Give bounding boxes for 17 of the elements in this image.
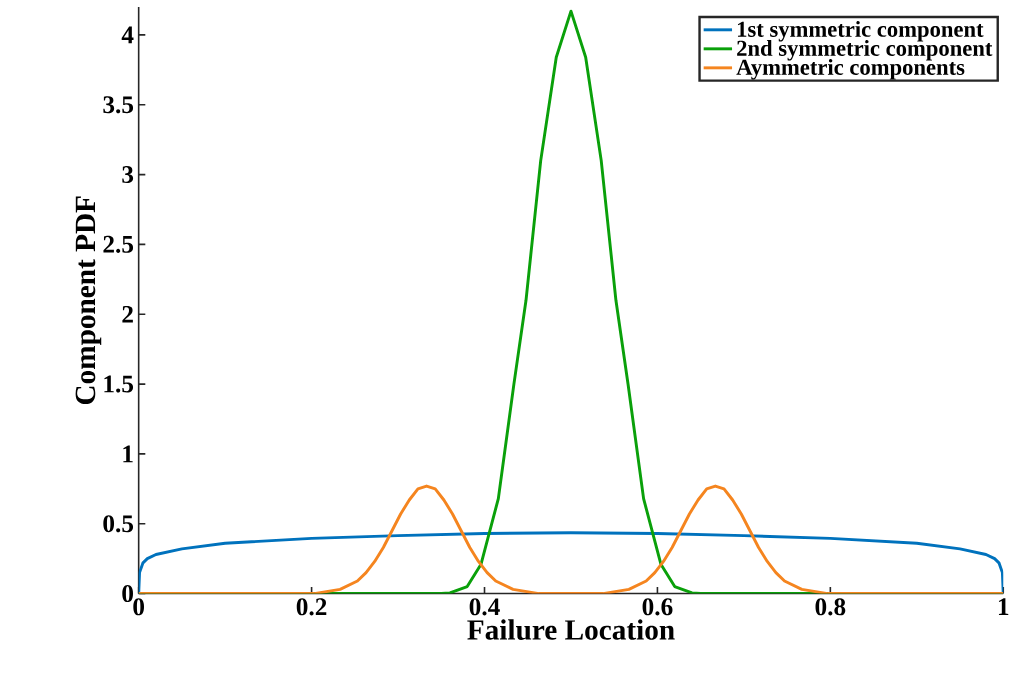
y-tick-label: 0 <box>122 584 133 602</box>
x-tick-label: 0.8 <box>815 598 846 616</box>
y-tick-label: 3 <box>122 165 134 183</box>
x-tick-label: 0 <box>133 598 145 616</box>
x-tick-label: 0.4 <box>469 598 500 616</box>
x-tick-label: 0.2 <box>296 598 327 616</box>
y-tick-label: 2 <box>122 305 133 323</box>
x-tick-label: 1 <box>998 598 1009 615</box>
y-tick-label: 1.5 <box>104 375 134 393</box>
y-tick-label: 1 <box>123 445 133 463</box>
y-tick-label: 0.5 <box>103 515 134 533</box>
y-tick-label: 4 <box>121 26 134 44</box>
y-axis-title: Component PDF <box>75 196 102 404</box>
x-tick-label: 0.6 <box>642 598 673 616</box>
y-tick-label: 2.5 <box>103 235 134 253</box>
y-tick-label: 3.5 <box>103 96 134 114</box>
x-axis-title: Failure Location <box>467 619 675 640</box>
